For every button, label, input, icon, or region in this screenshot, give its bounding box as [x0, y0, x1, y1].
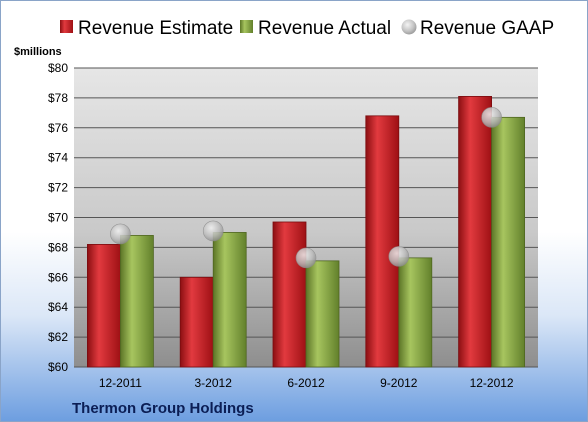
marker-gaap [110, 223, 131, 245]
y-tick-label: $70 [48, 211, 68, 225]
y-axis-ticks: $60 $62 $64 $66 $68 $70 $72 $74 $76 $78 $80 [48, 61, 68, 374]
y-tick-label: $64 [48, 300, 68, 314]
bar-actual [305, 260, 340, 368]
bar-estimate [272, 221, 307, 368]
bar-estimate [365, 115, 400, 368]
legend-swatch-estimate [60, 20, 73, 33]
legend-label-estimate: Revenue Estimate [78, 18, 233, 39]
x-tick-label: 12-2012 [470, 376, 514, 390]
y-tick-label: $72 [48, 181, 68, 195]
marker-gaap [481, 107, 502, 128]
x-axis-ticks: 12-2011 3-2012 6-2012 9-2012 12-2012 [99, 376, 514, 390]
y-tick-label: $66 [48, 270, 68, 284]
y-tick-label: $78 [48, 91, 68, 105]
x-tick-label: 12-2011 [99, 376, 142, 390]
bar-actual [212, 232, 247, 368]
bars [87, 96, 526, 368]
company-name: Thermon Group Holdings [72, 400, 254, 417]
y-tick-label: $62 [48, 330, 68, 344]
legend-label-gaap: Revenue GAAP [420, 18, 554, 39]
bar-estimate [458, 96, 493, 368]
marker-gaap [295, 247, 317, 269]
legend-swatch-gaap [401, 19, 417, 35]
x-tick-label: 9-2012 [380, 376, 418, 390]
bar-actual [398, 257, 433, 368]
gaap-markers [110, 107, 502, 269]
unit-label: $millions [14, 46, 62, 58]
legend-item-actual: Revenue Actual [240, 18, 391, 39]
y-tick-label: $60 [48, 360, 68, 374]
legend: Revenue Estimate Revenue Actual Revenue … [60, 18, 554, 39]
y-tick-label: $68 [48, 240, 68, 254]
y-tick-label: $74 [48, 151, 68, 165]
bar-actual [120, 235, 154, 368]
marker-gaap [388, 246, 410, 267]
legend-item-estimate: Revenue Estimate [60, 18, 233, 39]
y-tick-label: $80 [48, 61, 68, 75]
marker-gaap [202, 220, 224, 242]
legend-label-actual: Revenue Actual [258, 18, 391, 39]
bar-actual [491, 116, 526, 368]
bar-estimate [87, 244, 121, 368]
x-tick-label: 6-2012 [287, 376, 325, 390]
y-tick-label: $76 [48, 121, 68, 135]
legend-item-gaap: Revenue GAAP [401, 18, 554, 39]
legend-swatch-actual [240, 20, 253, 33]
bar-estimate [179, 276, 214, 368]
x-tick-label: 3-2012 [195, 376, 233, 390]
